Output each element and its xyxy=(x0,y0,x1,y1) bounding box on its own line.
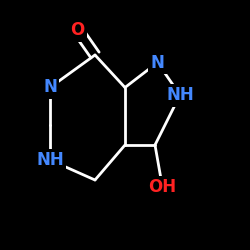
Text: N: N xyxy=(43,78,57,96)
Text: OH: OH xyxy=(148,178,176,196)
Text: NH: NH xyxy=(166,86,194,104)
Text: O: O xyxy=(70,21,85,39)
Text: NH: NH xyxy=(36,151,64,169)
Text: N: N xyxy=(150,54,164,72)
